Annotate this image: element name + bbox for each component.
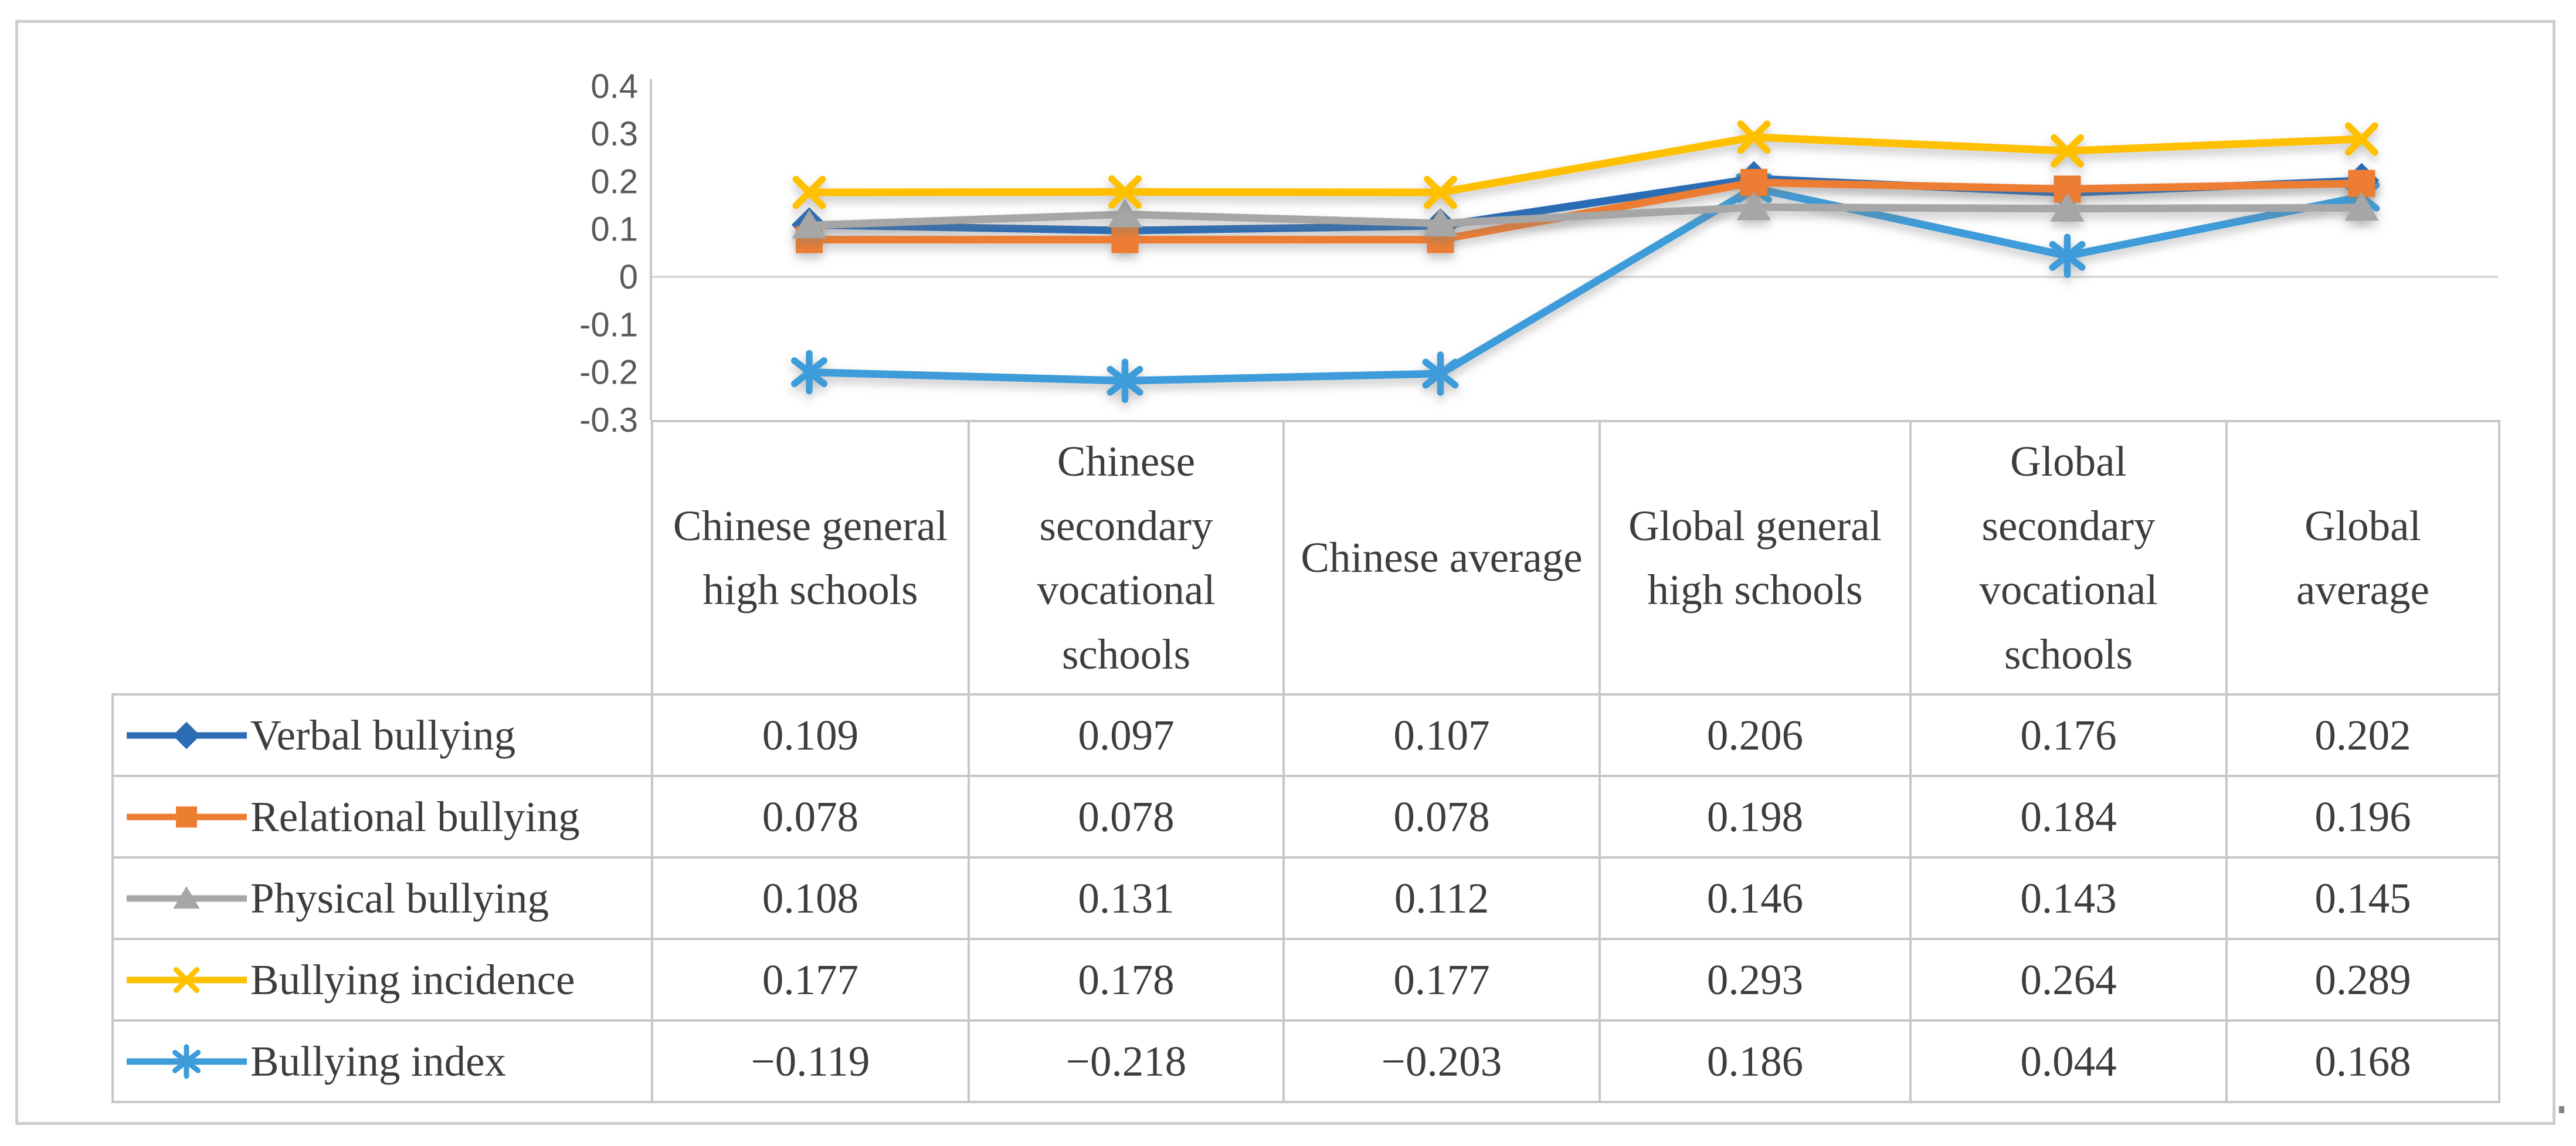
value-cell: 0.143 bbox=[1909, 856, 2228, 940]
value-cell: 0.206 bbox=[1598, 693, 1912, 777]
value-cell: 0.196 bbox=[2225, 775, 2500, 859]
y-axis-tick-labels: 0.4 0.3 0.2 0.1 0 -0.1 -0.2 -0.3 bbox=[579, 67, 638, 439]
series-line-bullying-index bbox=[805, 184, 2365, 385]
series-line-bullying-incidence bbox=[805, 133, 2365, 196]
legend-cell: Verbal bullying bbox=[111, 693, 653, 777]
series-label: Bullying index bbox=[250, 1037, 506, 1085]
y-tick-label: -0.3 bbox=[579, 401, 638, 439]
value-cell: 0.202 bbox=[2225, 693, 2500, 777]
value-cell: 0.112 bbox=[1282, 856, 1601, 940]
y-tick-label: 0.1 bbox=[590, 211, 638, 249]
y-tick-label: 0.2 bbox=[590, 162, 638, 201]
column-header-global-secondary-vocational: Global secondary vocational schools bbox=[1909, 420, 2228, 696]
series-markers-bullying-incidence bbox=[792, 120, 2378, 209]
y-tick-label: -0.1 bbox=[579, 306, 638, 344]
value-cell: 0.044 bbox=[1909, 1019, 2228, 1103]
value-cell: 0.168 bbox=[2225, 1019, 2500, 1103]
table-row-bullying-incidence: Bullying incidence 0.177 0.178 0.177 0.2… bbox=[111, 938, 2500, 1022]
value-cell: 0.078 bbox=[1282, 775, 1601, 859]
legend-key-physical-bullying-icon bbox=[127, 886, 247, 908]
legend-key-verbal-bullying-icon bbox=[127, 721, 247, 749]
series-label: Physical bullying bbox=[250, 874, 549, 922]
y-tick-label: -0.2 bbox=[579, 354, 638, 392]
value-cell: 0.176 bbox=[1909, 693, 2228, 777]
value-cell: −0.218 bbox=[968, 1019, 1285, 1103]
value-cell: 0.177 bbox=[1282, 938, 1601, 1022]
table-row-verbal-bullying: Verbal bullying 0.109 0.097 0.107 0.206 … bbox=[111, 693, 2500, 777]
value-cell: 0.107 bbox=[1282, 693, 1601, 777]
legend-cell: Physical bullying bbox=[111, 856, 653, 940]
series-verbal-bullying bbox=[792, 161, 2380, 249]
value-cell: 0.184 bbox=[1909, 775, 2228, 859]
series-label: Verbal bullying bbox=[250, 711, 516, 759]
value-cell: 0.264 bbox=[1909, 938, 2228, 1022]
table-row-physical-bullying: Physical bullying 0.108 0.131 0.112 0.14… bbox=[111, 856, 2500, 940]
series-line-relational-bullying bbox=[805, 178, 2365, 244]
value-cell: 0.146 bbox=[1598, 856, 1912, 940]
table-header-row: Chinese general high schools Chinese sec… bbox=[113, 420, 2500, 696]
series-label: Bullying incidence bbox=[250, 955, 575, 1003]
value-cell: 0.109 bbox=[651, 693, 970, 777]
value-cell: 0.177 bbox=[651, 938, 970, 1022]
stray-period-artifact bbox=[2559, 1106, 2564, 1113]
legend-key-bullying-incidence-icon bbox=[127, 967, 247, 993]
value-cell: 0.078 bbox=[968, 775, 1285, 859]
data-table: Chinese general high schools Chinese sec… bbox=[111, 420, 2500, 1103]
value-cell: 0.131 bbox=[968, 856, 1285, 940]
table-row-bullying-index: Bullying index −0.119 −0.218 −0.203 0.18… bbox=[111, 1019, 2500, 1103]
series-label: Relational bullying bbox=[250, 792, 580, 840]
legend-cell: Relational bullying bbox=[111, 775, 653, 859]
series-line-physical-bullying bbox=[805, 203, 2365, 229]
value-cell: 0.178 bbox=[968, 938, 1285, 1022]
value-cell: 0.293 bbox=[1598, 938, 1912, 1022]
legend-cell: Bullying index bbox=[111, 1019, 653, 1103]
value-cell: 0.186 bbox=[1598, 1019, 1912, 1103]
legend-key-relational-bullying-icon bbox=[127, 806, 247, 828]
y-tick-label: 0.3 bbox=[590, 115, 638, 153]
series-markers-physical-bullying bbox=[792, 191, 2379, 239]
value-cell: 0.198 bbox=[1598, 775, 1912, 859]
value-cell: 0.145 bbox=[2225, 856, 2500, 940]
value-cell: −0.119 bbox=[651, 1019, 970, 1103]
value-cell: 0.097 bbox=[968, 693, 1285, 777]
y-tick-label: 0 bbox=[619, 258, 638, 296]
legend-key-bullying-index-icon bbox=[127, 1044, 247, 1079]
legend-cell: Bullying incidence bbox=[111, 938, 653, 1022]
series-bullying-index bbox=[791, 166, 2380, 403]
column-header-global-average: Global average bbox=[2225, 420, 2500, 696]
column-header-chinese-secondary-vocational: Chinese secondary vocational schools bbox=[968, 420, 1285, 696]
column-header-chinese-general-high: Chinese general high schools bbox=[651, 420, 970, 696]
value-cell: 0.108 bbox=[651, 856, 970, 940]
series-relational-bullying bbox=[796, 169, 2375, 253]
series-bullying-incidence bbox=[792, 120, 2378, 209]
column-header-global-general-high: Global general high schools bbox=[1598, 420, 1912, 696]
line-chart: 0.4 0.3 0.2 0.1 0 -0.1 -0.2 -0.3 bbox=[579, 67, 2498, 439]
column-header-chinese-average: Chinese average bbox=[1282, 420, 1601, 696]
value-cell: −0.203 bbox=[1282, 1019, 1601, 1103]
table-row-relational-bullying: Relational bullying 0.078 0.078 0.078 0.… bbox=[111, 775, 2500, 859]
value-cell: 0.289 bbox=[2225, 938, 2500, 1022]
y-tick-label: 0.4 bbox=[590, 67, 638, 106]
series-physical-bullying bbox=[792, 191, 2379, 239]
value-cell: 0.078 bbox=[651, 775, 970, 859]
header-blank-cell bbox=[113, 421, 652, 694]
